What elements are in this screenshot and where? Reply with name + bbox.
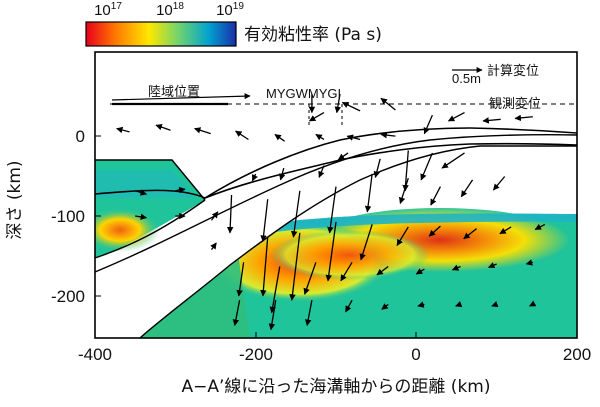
computed-displacement-arrow — [304, 300, 313, 327]
computed-displacement-arrow — [175, 186, 186, 194]
colorbar: 1017 1018 1019 有効粘性率 (Pa s) — [85, 1, 382, 47]
computed-displacement-arrow — [455, 301, 463, 308]
computed-displacement-arrow — [235, 130, 249, 141]
computed-displacement-arrow — [359, 224, 373, 261]
x-tick-label: -200 — [239, 345, 273, 364]
computed-displacement-arrow — [210, 242, 217, 251]
computed-displacement-arrow — [364, 173, 373, 213]
computed-displacement-arrow — [291, 190, 301, 238]
computed-displacement-arrow — [430, 186, 442, 206]
computed-displacement-arrow — [529, 300, 537, 307]
computed-displacement-arrow — [380, 131, 396, 139]
computed-displacement-arrow — [226, 194, 234, 234]
plate-interface — [204, 127, 577, 199]
computed-displacement-arrow — [325, 221, 337, 282]
computed-displacement-arrow — [318, 165, 325, 178]
computed-displacement-arrow — [345, 299, 353, 313]
slab — [95, 134, 577, 338]
computed-displacement-arrow — [396, 226, 409, 247]
computed-displacement-arrow — [274, 133, 285, 142]
computed-displacement-arrow — [420, 152, 433, 181]
computed-displacement-arrow — [337, 152, 349, 161]
observed-displacement-arrows — [308, 93, 342, 114]
computed-displacement-arrow — [441, 152, 465, 169]
computed-displacement-arrow — [380, 97, 396, 111]
y-tick-label: -200 — [51, 287, 85, 306]
computed-displacement-arrow — [491, 301, 499, 308]
x-tick-label: 200 — [563, 345, 591, 364]
computed-displacement-arrows — [116, 97, 546, 331]
colorbar-title: 有効粘性率 (Pa s) — [244, 25, 382, 45]
computed-displacement-arrow — [135, 213, 148, 221]
observed-displacement-arrow — [334, 93, 342, 114]
computed-displacement-arrow — [499, 226, 512, 235]
computed-displacement-arrow — [303, 262, 317, 295]
computed-displacement-arrow — [210, 211, 219, 221]
computed-displacement-arrow — [134, 189, 148, 196]
land-extent-arrow — [111, 93, 251, 101]
computed-displacement-arrow — [423, 114, 433, 135]
computed-displacement-arrow — [402, 150, 409, 192]
computed-displacement-arrow — [451, 264, 461, 271]
plot-frame — [94, 51, 578, 339]
x-axis: -400 -200 0 200 A−A’線に沿った海溝軸からの距離 (km) — [78, 332, 591, 397]
y-tick-label: -100 — [51, 207, 85, 226]
computed-displacement-arrow — [155, 124, 171, 131]
computed-displacement-arrow — [308, 112, 325, 122]
computed-displacement-arrow — [251, 173, 258, 182]
computed-displacement-arrow — [346, 134, 361, 141]
computed-displacement-arrow — [193, 127, 211, 135]
computed-displacement-arrow — [525, 259, 533, 266]
computed-displacement-arrow — [460, 179, 474, 198]
computed-displacement-arrow — [340, 261, 353, 282]
computed-displacement-arrow — [289, 232, 301, 301]
computed-displacement-arrow — [447, 111, 465, 122]
colorbar-tick-1e19: 1019 — [216, 1, 244, 19]
computed-displacement-arrow — [488, 262, 497, 269]
computed-displacement-arrow — [381, 303, 389, 310]
computed-displacement-arrow — [278, 167, 286, 181]
computed-displacement-label: 計算変位 — [487, 63, 539, 79]
computed-displacement-arrow — [492, 176, 506, 191]
colorbar-gradient — [85, 21, 237, 47]
computed-displacement-arrow — [232, 300, 241, 327]
viscosity-field — [95, 93, 577, 338]
land-position-label: 陸域位置 — [148, 84, 200, 100]
computed-displacement-arrow — [534, 223, 546, 231]
y-axis: 0 -100 -200 深さ (km) — [5, 127, 101, 306]
computed-displacement-arrow — [415, 268, 425, 275]
computed-displacement-arrow — [482, 117, 501, 124]
colorbar-tick-1e18: 1018 — [156, 1, 184, 19]
computed-displacement-arrow — [116, 126, 130, 134]
computed-displacement-arrow — [428, 225, 441, 237]
computed-displacement-arrow — [268, 300, 277, 331]
observed-displacement-label: 観測変位 — [489, 96, 541, 112]
computed-displacement-arrow — [514, 114, 533, 122]
computed-displacement-arrow — [398, 177, 409, 205]
computed-displacement-arrow — [417, 301, 425, 308]
computed-displacement-arrow — [327, 186, 337, 234]
computed-displacement-arrow — [269, 266, 281, 314]
slab-bottom — [139, 145, 577, 338]
computed-displacement-arrow — [373, 158, 381, 178]
x-tick-label: -400 — [78, 345, 112, 364]
station-labels: MYGWMYGI — [266, 86, 341, 101]
x-axis-title: A−A’線に沿った海溝軸からの距離 (km) — [182, 377, 491, 397]
colorbar-tick-1e17: 1017 — [94, 1, 122, 19]
computed-displacement-arrow — [260, 199, 269, 242]
plot-area: 陸域位置 MYGWMYGI 0.5m 計算変位 観測変位 — [94, 51, 578, 339]
computed-displacement-arrow — [260, 237, 269, 297]
scale-arrow-label: 0.5m — [452, 71, 481, 86]
x-tick-label: 0 — [411, 345, 420, 364]
computed-displacement-arrow — [236, 262, 245, 297]
computed-displacement-arrow — [463, 228, 477, 240]
y-tick-label: 0 — [76, 127, 85, 146]
y-axis-title: 深さ (km) — [5, 160, 25, 239]
computed-displacement-arrow — [376, 265, 389, 276]
computed-displacement-arrow — [341, 101, 361, 112]
computed-displacement-arrow — [315, 133, 325, 141]
